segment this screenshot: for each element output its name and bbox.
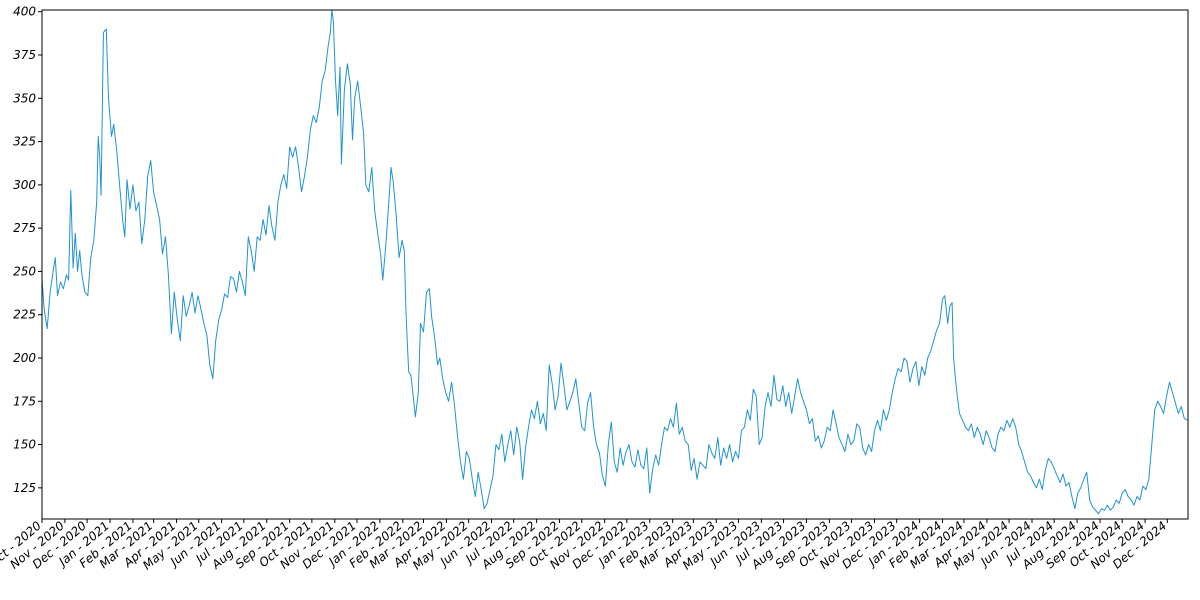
- y-tick-label: 175: [13, 394, 36, 408]
- plot-area-frame: [41, 9, 1189, 520]
- y-tick-label: 150: [13, 438, 36, 452]
- series-layer: [41, 9, 1189, 515]
- y-tick-label: 200: [13, 351, 36, 365]
- series-line-0: [41, 9, 1189, 515]
- y-tick-label: 300: [13, 178, 36, 192]
- y-tick-label: 400: [13, 5, 36, 19]
- y-tick-label: 250: [13, 264, 36, 278]
- y-axis-ticks: 125 150 175 200 225 250 275 300 325 350 375 400: [13, 5, 42, 495]
- y-tick-label: 125: [13, 481, 36, 495]
- y-tick-label: 275: [13, 221, 36, 235]
- y-tick-label: 375: [13, 48, 36, 62]
- y-tick-label: 225: [13, 308, 36, 322]
- y-tick-label: 350: [13, 91, 36, 105]
- y-tick-label: 325: [13, 135, 36, 149]
